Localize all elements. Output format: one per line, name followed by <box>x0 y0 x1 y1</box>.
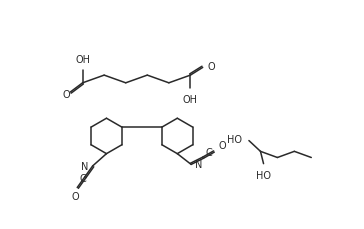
Text: OH: OH <box>75 54 90 64</box>
Text: HO: HO <box>256 170 271 180</box>
Text: O: O <box>207 62 215 71</box>
Text: N: N <box>82 161 89 171</box>
Text: O: O <box>63 90 70 100</box>
Text: HO: HO <box>227 134 242 144</box>
Text: C: C <box>79 174 86 183</box>
Text: N: N <box>195 160 202 170</box>
Text: O: O <box>71 191 79 202</box>
Text: O: O <box>218 140 226 150</box>
Text: C: C <box>205 147 212 157</box>
Text: OH: OH <box>183 95 198 105</box>
